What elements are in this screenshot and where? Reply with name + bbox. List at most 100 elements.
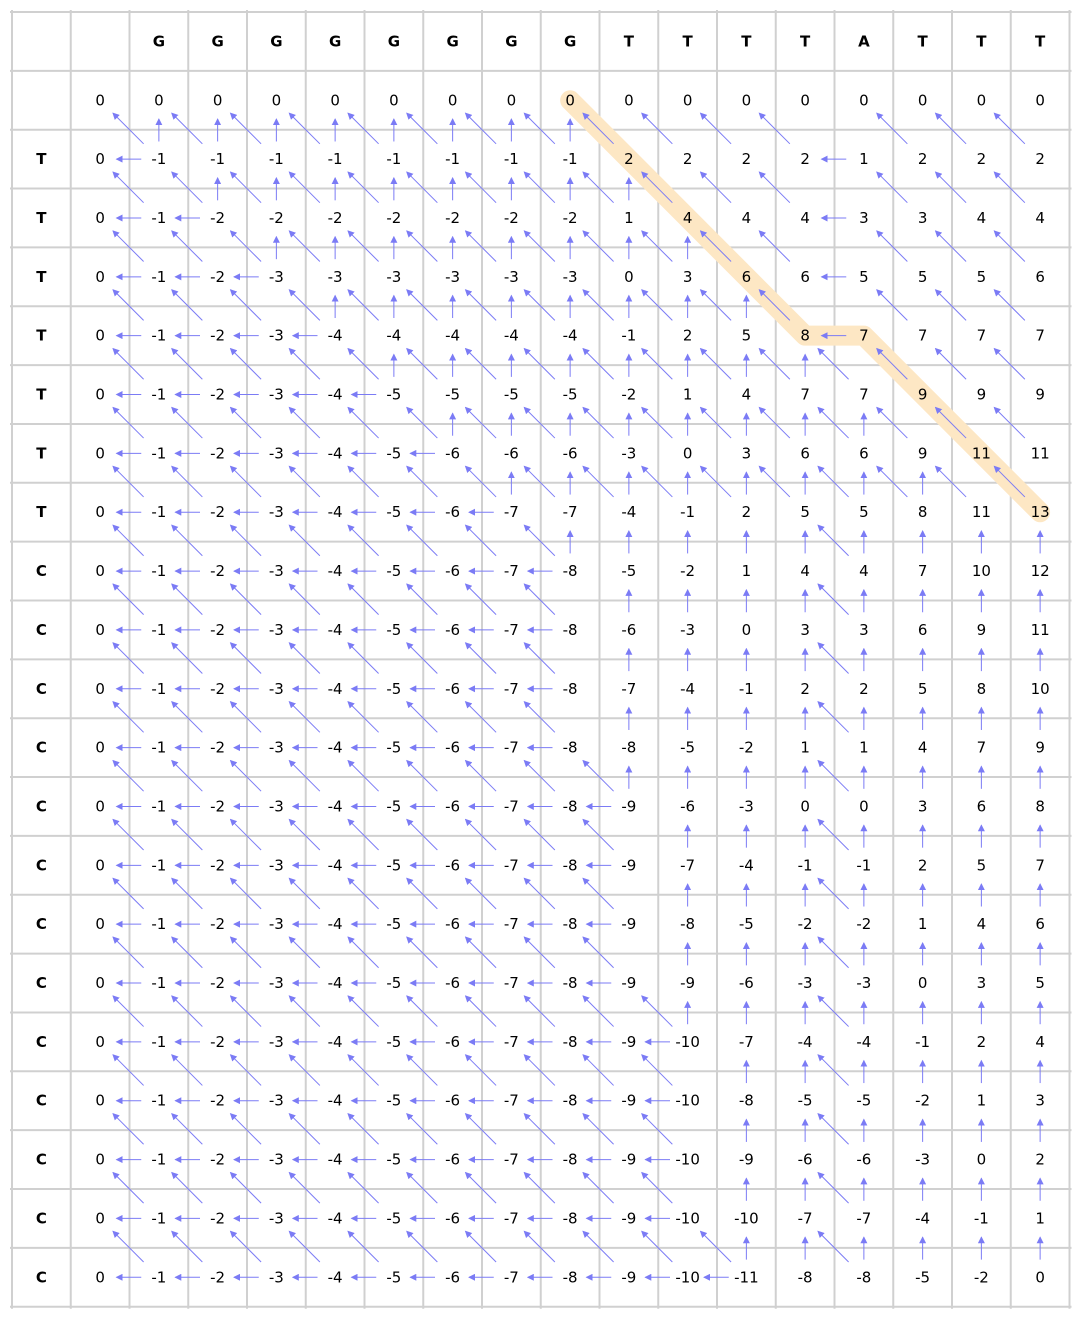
diag-arrow [347,347,379,380]
score-cell: -7 [504,856,519,874]
diag-arrow [523,1171,556,1204]
score-cell: 3 [918,797,928,815]
score-cell: -5 [563,386,578,404]
top-sequence-letter: G [446,32,458,50]
score-cell: -1 [151,327,166,345]
score-cell: 0 [800,797,810,815]
score-cell: 0 [95,1033,105,1051]
diag-arrow [582,818,614,851]
diag-arrow [112,1171,144,1204]
diag-arrow [817,1112,849,1145]
diag-arrow [171,759,203,792]
score-cell: 5 [859,503,869,521]
diag-arrow [406,642,438,674]
score-cell: 0 [624,91,634,109]
score-cell: -1 [151,1092,166,1110]
score-cell: -7 [504,797,519,815]
diag-arrow [817,465,849,498]
score-cell: 0 [918,974,928,992]
score-cell: 6 [800,444,810,462]
diag-arrow [523,701,556,733]
diag-arrow [523,1112,556,1145]
score-cell: -2 [563,209,578,227]
diag-arrow [406,877,438,910]
score-cell: -4 [328,1268,343,1286]
top-sequence-letter: T [1035,32,1046,50]
score-cell: 0 [95,797,105,815]
score-cell: -1 [151,150,166,168]
left-sequence-letter: C [36,1268,47,1286]
diag-arrow [934,347,967,380]
diag-arrow [229,995,262,1027]
diag-arrow [288,642,321,674]
score-cell: 3 [1035,1092,1045,1110]
score-cell: -7 [680,856,695,874]
score-cell: -2 [210,1033,225,1051]
score-cell: 0 [683,91,693,109]
score-cell: -6 [445,1209,460,1227]
diag-arrow [464,995,497,1027]
score-cell: 2 [1035,150,1045,168]
diag-arrow [288,877,321,910]
score-cell: -3 [269,621,284,639]
score-cell: 1 [1035,1209,1045,1227]
score-cell: 10 [1031,680,1050,698]
diag-arrow [229,171,262,204]
diag-arrow [641,347,673,380]
diag-arrow [171,583,203,615]
score-cell: 0 [95,739,105,757]
diag-arrow [993,347,1026,380]
score-cell: -2 [856,915,871,933]
top-sequence-letter: T [976,32,987,50]
score-cell: 9 [977,386,987,404]
score-cell: 4 [1035,209,1045,227]
score-cell: 0 [389,91,399,109]
diag-arrow [464,759,497,792]
score-cell: 11 [972,444,991,462]
diag-arrow [523,759,556,792]
diag-arrow [464,112,497,145]
score-cell: -4 [798,1033,813,1051]
diag-arrow [523,583,556,615]
score-cell: 6 [800,268,810,286]
diag-arrow [758,289,791,321]
diag-arrow [817,759,849,792]
score-cell: 2 [800,680,810,698]
score-cell: 2 [624,150,634,168]
score-cell: -3 [328,268,343,286]
score-cell: -8 [563,621,578,639]
diag-arrow [464,171,497,204]
score-cell: -2 [210,974,225,992]
score-cell: 5 [800,503,810,521]
score-cell: 0 [565,91,575,109]
score-cell: -2 [210,856,225,874]
score-cell: -1 [151,680,166,698]
score-cell: -6 [856,1151,871,1169]
diag-arrow [464,1171,497,1204]
score-cell: -1 [856,856,871,874]
diag-arrow [406,936,438,969]
diag-arrow [347,1054,379,1086]
diag-arrow [582,230,614,262]
score-cell: -8 [621,739,636,757]
diag-arrow [758,347,791,380]
score-cell: -3 [269,797,284,815]
score-cell: -3 [563,268,578,286]
score-cell: -3 [269,503,284,521]
diag-arrow [112,701,144,733]
score-cell: 2 [918,150,928,168]
diag-arrow [993,406,1026,439]
score-cell: 7 [918,562,928,580]
diag-arrow [523,936,556,969]
score-cell: -2 [269,209,284,227]
left-sequence-letter: C [36,1151,47,1169]
score-cell: 2 [977,1033,987,1051]
score-cell: 0 [95,268,105,286]
score-cell: 2 [800,150,810,168]
score-cell: -8 [563,797,578,815]
diag-arrow [171,289,203,321]
diag-arrow [523,112,556,145]
diag-arrow [523,230,556,262]
score-cell: 0 [213,91,223,109]
score-cell: 5 [977,268,987,286]
